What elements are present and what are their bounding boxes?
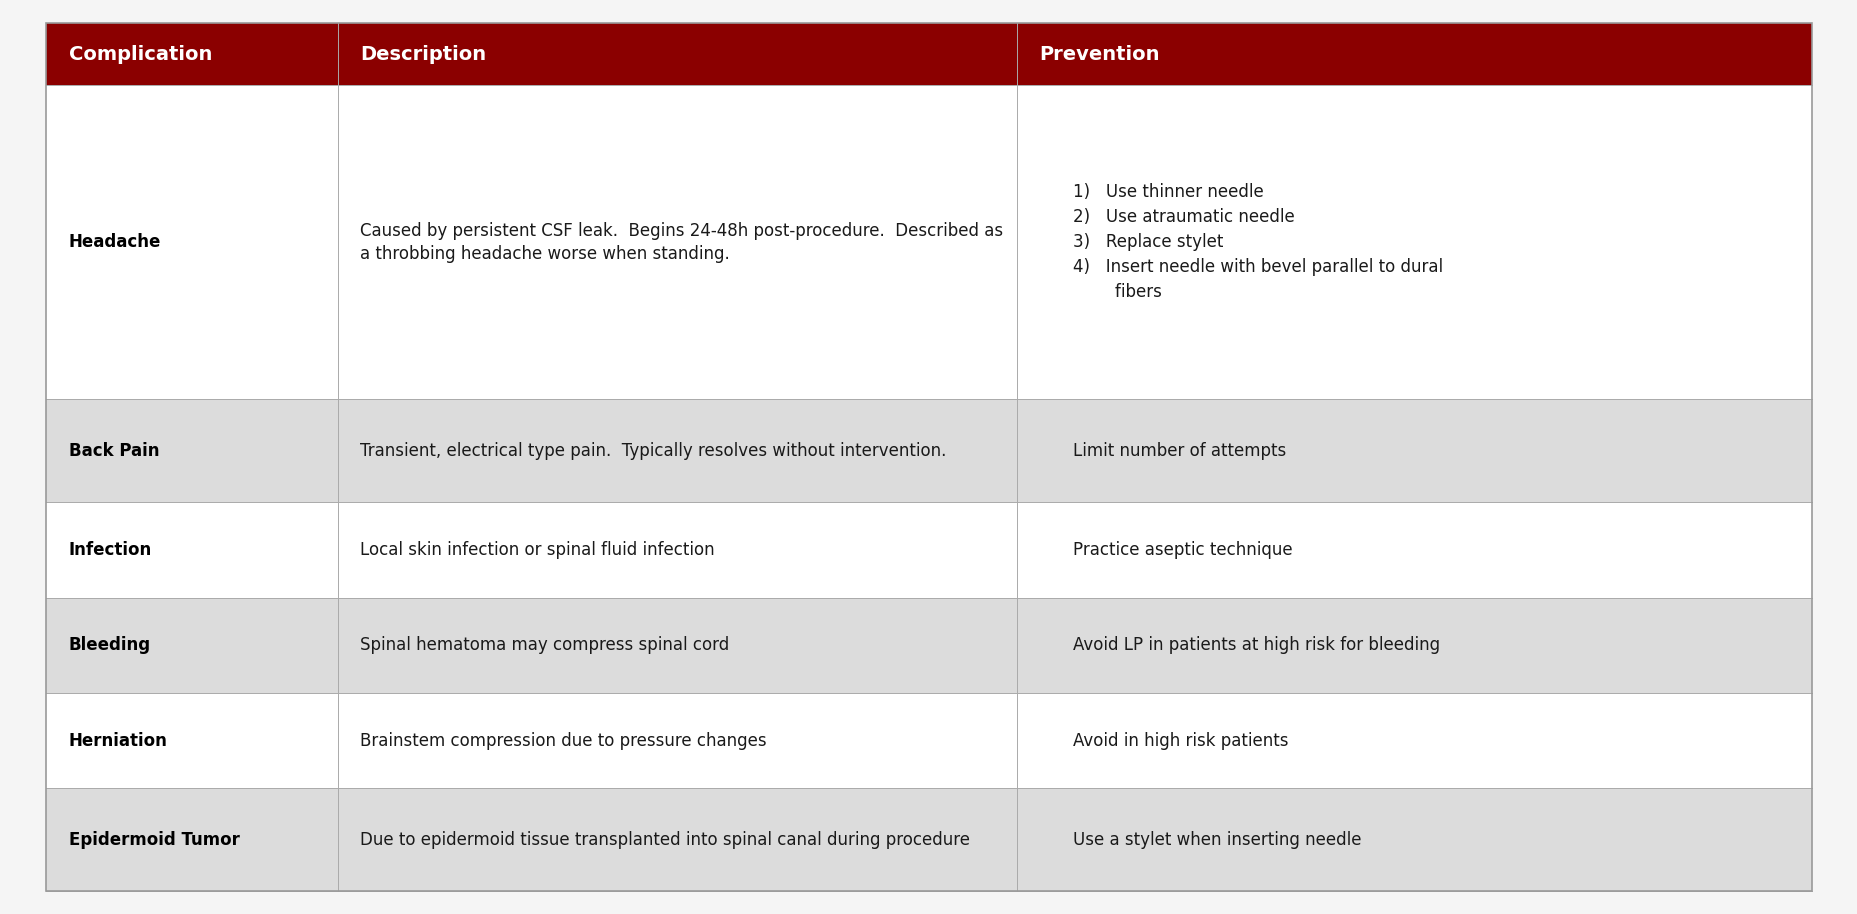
Text: Due to epidermoid tissue transplanted into spinal canal during procedure: Due to epidermoid tissue transplanted in… <box>360 831 969 849</box>
Bar <box>46 693 338 788</box>
Text: Complication: Complication <box>69 45 212 64</box>
Bar <box>1018 693 1811 788</box>
Bar <box>1018 23 1811 85</box>
Bar <box>46 399 338 503</box>
Bar <box>338 503 1018 598</box>
Text: Epidermoid Tumor: Epidermoid Tumor <box>69 831 240 849</box>
Text: Limit number of attempts: Limit number of attempts <box>1073 441 1285 460</box>
Bar <box>338 788 1018 891</box>
Bar <box>338 399 1018 503</box>
Bar <box>338 598 1018 693</box>
Text: Spinal hematoma may compress spinal cord: Spinal hematoma may compress spinal cord <box>360 636 728 654</box>
Text: Headache: Headache <box>69 233 162 251</box>
Bar <box>1018 399 1811 503</box>
Bar <box>1018 788 1811 891</box>
Text: Herniation: Herniation <box>69 731 167 749</box>
Text: Prevention: Prevention <box>1040 45 1159 64</box>
Text: Back Pain: Back Pain <box>69 441 160 460</box>
Text: Use a stylet when inserting needle: Use a stylet when inserting needle <box>1073 831 1361 849</box>
Text: Caused by persistent CSF leak.  Begins 24-48h post-procedure.  Described as
a th: Caused by persistent CSF leak. Begins 24… <box>360 221 1003 263</box>
Bar <box>46 503 338 598</box>
Bar <box>46 85 338 399</box>
Text: Avoid LP in patients at high risk for bleeding: Avoid LP in patients at high risk for bl… <box>1073 636 1439 654</box>
Bar <box>338 23 1018 85</box>
Text: Local skin infection or spinal fluid infection: Local skin infection or spinal fluid inf… <box>360 541 715 559</box>
Text: Practice aseptic technique: Practice aseptic technique <box>1073 541 1292 559</box>
Bar <box>1018 85 1811 399</box>
Text: Brainstem compression due to pressure changes: Brainstem compression due to pressure ch… <box>360 731 767 749</box>
Bar <box>338 85 1018 399</box>
Bar <box>1018 503 1811 598</box>
Bar <box>1018 598 1811 693</box>
Text: 1)   Use thinner needle
2)   Use atraumatic needle
3)   Replace stylet
4)   Inse: 1) Use thinner needle 2) Use atraumatic … <box>1073 184 1443 302</box>
Bar <box>46 598 338 693</box>
Text: Description: Description <box>360 45 487 64</box>
Bar <box>46 23 338 85</box>
Bar <box>46 788 338 891</box>
Text: Bleeding: Bleeding <box>69 636 150 654</box>
Text: Infection: Infection <box>69 541 152 559</box>
Text: Avoid in high risk patients: Avoid in high risk patients <box>1073 731 1287 749</box>
Bar <box>338 693 1018 788</box>
Text: Transient, electrical type pain.  Typically resolves without intervention.: Transient, electrical type pain. Typical… <box>360 441 945 460</box>
